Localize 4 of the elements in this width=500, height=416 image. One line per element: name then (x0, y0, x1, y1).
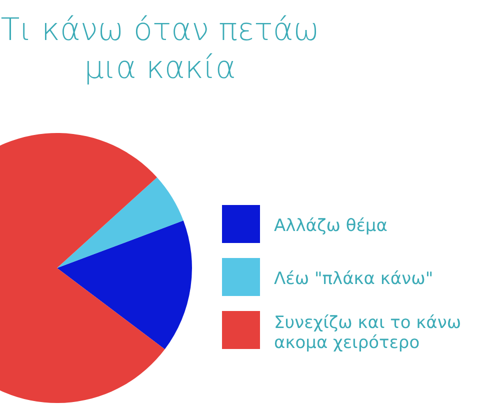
legend-label: Συνεχίζω και το κάνω ακομα χειρότερο (274, 313, 462, 353)
chart-title: Τι κάνω όταν πετάω μια κακία (0, 12, 320, 86)
legend-label: Αλλάζω θέμα (274, 216, 388, 236)
legend-label: Λέω "πλάκα κάνω" (274, 269, 434, 289)
